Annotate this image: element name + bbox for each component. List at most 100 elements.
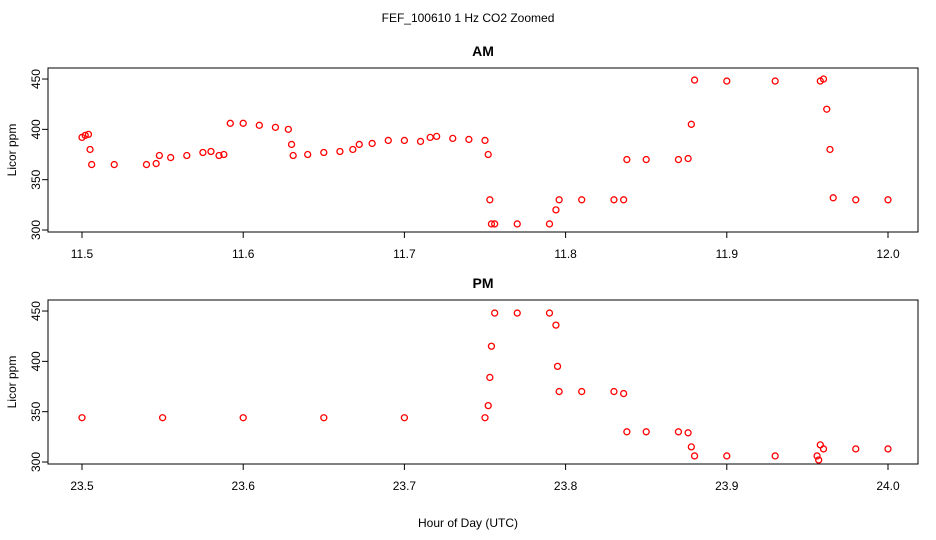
data-point: [481, 414, 489, 422]
x-axis-label: Hour of Day (UTC): [418, 516, 518, 530]
data-point: [183, 151, 191, 160]
data-point: [167, 153, 175, 162]
data-point: [289, 151, 297, 160]
data-point: [555, 196, 563, 204]
x-tick-label: 23.8: [554, 479, 578, 493]
data-point: [484, 401, 492, 410]
data-point: [545, 220, 554, 228]
plot-frame: [47, 299, 919, 465]
data-point: [642, 428, 650, 436]
x-tick-label: 11.9: [716, 247, 739, 261]
data-point: [207, 147, 215, 156]
data-point: [684, 154, 692, 163]
data-point: [674, 155, 683, 164]
data-point: [487, 342, 496, 350]
x-tick-label: 11.5: [71, 247, 94, 261]
data-point: [684, 429, 692, 437]
x-tick-label: 12.0: [876, 247, 900, 261]
y-tick-label: 450: [29, 301, 43, 321]
data-point: [152, 159, 160, 168]
data-point: [320, 414, 328, 422]
data-point: [578, 387, 586, 396]
data-point: [481, 136, 489, 145]
data-point: [432, 132, 441, 141]
data-point: [88, 160, 96, 169]
data-point: [619, 389, 628, 398]
data-point: [642, 155, 650, 164]
data-point: [304, 150, 312, 159]
x-tick-label: 11.8: [554, 247, 577, 261]
data-point: [239, 414, 247, 422]
data-point: [86, 145, 94, 154]
data-point: [553, 362, 562, 371]
y-tick-label: 350: [29, 401, 43, 421]
data-point: [815, 456, 823, 464]
data-point: [610, 387, 618, 396]
panel-title: AM: [472, 43, 494, 59]
data-point: [84, 130, 93, 139]
y-tick-label: 450: [29, 69, 43, 89]
data-point: [416, 137, 425, 146]
data-point: [823, 105, 831, 113]
data-point: [199, 148, 207, 157]
x-tick-label: 23.9: [715, 479, 739, 493]
y-tick-label: 300: [29, 220, 43, 240]
x-tick-label: 23.7: [393, 479, 417, 493]
data-point: [486, 196, 494, 204]
data-point: [552, 206, 560, 214]
data-point: [552, 321, 560, 329]
data-point: [813, 452, 821, 460]
data-point: [220, 150, 228, 159]
data-point: [690, 452, 699, 460]
data-point: [158, 414, 167, 422]
data-point: [578, 196, 586, 204]
data-point: [884, 196, 892, 204]
data-point: [355, 140, 363, 149]
data-point: [491, 220, 499, 228]
data-point: [819, 75, 828, 83]
data-point: [819, 445, 828, 453]
data-point: [384, 136, 392, 145]
panel-pm: PM Licor ppm 300 350 400 450 23.5 23.6 23.7 23.8 2…: [5, 275, 919, 493]
data-point: [110, 160, 118, 169]
data-point: [449, 134, 457, 143]
data-point: [368, 139, 376, 148]
data-point: [284, 125, 292, 134]
plot-frame: [47, 67, 919, 233]
x-tick-label: 11.6: [232, 247, 255, 261]
y-tick-label: 350: [29, 169, 43, 189]
y-axis-label: Licor ppm: [5, 124, 19, 177]
data-series: [78, 75, 892, 228]
data-series: [78, 309, 892, 464]
data-point: [400, 136, 409, 145]
data-point: [287, 140, 296, 149]
data-point: [239, 119, 247, 127]
data-point: [491, 309, 499, 317]
x-tick-label: 11.7: [393, 247, 416, 261]
data-point: [723, 77, 731, 85]
data-point: [687, 120, 695, 128]
data-point: [155, 151, 164, 160]
data-point: [271, 123, 280, 131]
data-point: [320, 148, 328, 157]
y-tick-label: 400: [29, 351, 43, 371]
data-point: [81, 131, 89, 140]
data-point: [426, 133, 434, 142]
data-point: [513, 220, 521, 228]
data-point: [215, 151, 223, 160]
y-tick-label: 300: [29, 452, 43, 472]
data-point: [336, 147, 344, 156]
data-point: [771, 77, 779, 85]
data-point: [623, 155, 631, 164]
panel-am: AM Licor ppm 300 350 400 450 11.5 11.6 11.7 11.8 1…: [5, 43, 919, 261]
data-point: [142, 160, 151, 169]
data-point: [486, 373, 494, 382]
data-point: [513, 309, 521, 317]
data-point: [226, 119, 234, 127]
panel-title: PM: [473, 275, 494, 291]
data-point: [400, 414, 409, 422]
x-tick-label: 23.5: [70, 479, 94, 493]
data-point: [349, 145, 357, 154]
data-point: [555, 387, 563, 396]
